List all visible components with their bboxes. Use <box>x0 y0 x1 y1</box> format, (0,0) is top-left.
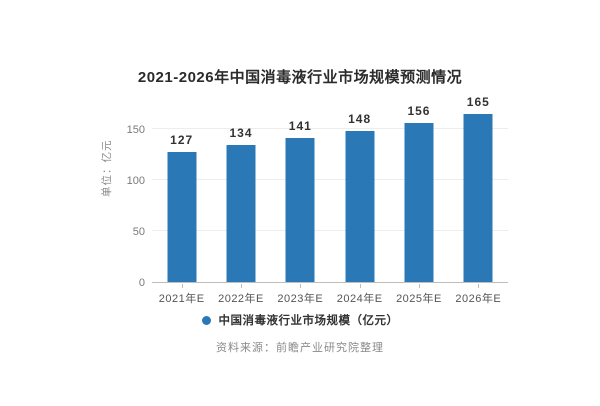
x-axis-slot: 2022年E <box>211 284 270 306</box>
bar-slot: 127 <box>152 100 211 282</box>
legend-label: 中国消毒液行业市场规模（亿元） <box>218 315 399 327</box>
x-axis-slot: 2023年E <box>271 284 330 306</box>
x-axis-labels: 2021年E 2022年E 2023年E 2024年E 2025年E 2026年E <box>152 284 508 306</box>
x-axis-tick-mark <box>240 284 242 288</box>
bar-slot: 156 <box>389 100 448 282</box>
gridline <box>152 230 508 231</box>
bar <box>404 122 434 282</box>
y-axis-tick-label: 0 <box>138 277 145 289</box>
bars-container: 127 134 141 148 156 165 <box>152 95 508 282</box>
bar <box>226 145 256 282</box>
bar-slot: 141 <box>271 100 330 282</box>
gridline <box>152 179 508 180</box>
bar-value-label: 134 <box>229 126 253 141</box>
x-axis-slot: 2025年E <box>389 284 448 306</box>
bar-slot: 134 <box>211 100 270 282</box>
bar <box>463 113 493 282</box>
x-axis-tick-label: 2025年E <box>396 293 442 305</box>
bar <box>345 131 375 282</box>
bar-value-label: 156 <box>407 103 431 118</box>
bar-value-label: 148 <box>348 112 372 127</box>
y-axis-tick-label: 50 <box>132 226 145 238</box>
legend-dot-icon <box>201 315 211 325</box>
bar-slot: 165 <box>449 95 508 282</box>
y-axis-tick-label: 150 <box>126 124 145 136</box>
x-axis-slot: 2024年E <box>330 284 389 306</box>
x-axis-tick-label: 2024年E <box>336 293 383 305</box>
y-axis-tick-label: 100 <box>126 175 145 187</box>
gridline <box>152 128 508 129</box>
x-axis-tick-label: 2022年E <box>218 293 264 305</box>
source-note: 资料来源：前瞻产业研究院整理 <box>216 342 384 354</box>
legend: 中国消毒液行业市场规模（亿元） <box>0 312 600 328</box>
x-axis-tick-mark <box>418 284 420 288</box>
plot-area: 127 134 141 148 156 165 <box>152 95 508 283</box>
x-axis-tick-label: 2026年E <box>455 293 502 305</box>
x-axis-tick-label: 2021年E <box>158 293 205 305</box>
x-axis-tick-mark <box>181 284 183 288</box>
y-axis-unit-label: 单位：亿元 <box>101 139 113 198</box>
x-axis-tick-mark <box>359 284 361 288</box>
bar-value-label: 127 <box>170 133 194 148</box>
bar-value-label: 165 <box>466 94 490 109</box>
x-axis-tick-mark <box>478 284 480 288</box>
x-axis-slot: 2021年E <box>152 284 211 306</box>
bar-slot: 148 <box>330 100 389 282</box>
x-axis-slot: 2026年E <box>449 284 508 306</box>
x-axis-tick-label: 2023年E <box>277 293 324 305</box>
bar-value-label: 141 <box>288 119 312 134</box>
x-axis-tick-mark <box>300 284 302 288</box>
bar <box>167 152 197 282</box>
chart-title: 2021-2026年中国消毒液行业市场规模预测情况 <box>137 69 463 86</box>
bar <box>285 138 315 282</box>
